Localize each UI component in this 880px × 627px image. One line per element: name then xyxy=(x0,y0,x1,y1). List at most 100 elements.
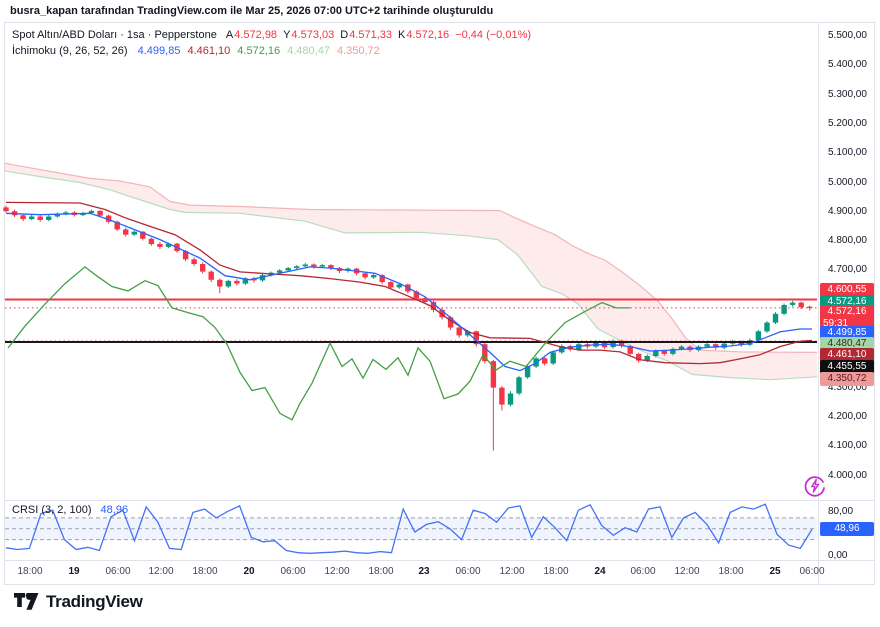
tradingview-logo-text: TradingView xyxy=(46,592,143,611)
candle-body xyxy=(636,353,642,361)
candle-body xyxy=(140,231,146,239)
boost-lightning-icon[interactable] xyxy=(803,474,827,498)
price-axis-label: 5.200,00 xyxy=(828,117,867,129)
ichimoku-value: 4.499,85 xyxy=(137,45,181,57)
candle-body xyxy=(670,348,676,354)
candle-body xyxy=(447,317,454,328)
time-axis-label[interactable]: 12:00 xyxy=(499,566,525,577)
time-axis-label[interactable]: 06:00 xyxy=(280,566,306,577)
price-axis-label: 4.900,00 xyxy=(828,205,867,217)
time-axis-label[interactable]: 06:00 xyxy=(630,566,656,577)
time-axis-label[interactable]: 12:00 xyxy=(148,566,174,577)
ohlc-value: 4.572,98 xyxy=(234,29,278,41)
time-axis-label[interactable]: 12:00 xyxy=(674,566,700,577)
candle-body xyxy=(294,266,300,269)
crsi-value-badge: 48,96 xyxy=(820,522,874,536)
crsi-axis-label: 80,00 xyxy=(828,506,854,518)
ichimoku-values: 4.499,85 4.461,10 4.572,16 4.480,47 4.350,72 xyxy=(131,45,380,57)
candle-body xyxy=(131,231,137,235)
price-axis-separator[interactable] xyxy=(818,22,819,585)
candle-body xyxy=(807,306,813,308)
price-axis-label: 4.000,00 xyxy=(828,469,867,481)
candle-body xyxy=(550,352,556,364)
candle-body xyxy=(217,279,223,287)
price-axis-label: 5.000,00 xyxy=(828,176,867,188)
candle-body xyxy=(482,344,488,362)
candle-body xyxy=(644,356,650,361)
price-axis-label: 4.300,00 xyxy=(828,381,867,393)
candle-body xyxy=(182,251,189,260)
candle-body xyxy=(430,302,437,310)
candle-body xyxy=(738,341,744,345)
price-chart-canvas[interactable] xyxy=(0,22,818,560)
candle-body xyxy=(225,280,231,287)
price-axis-label: 5.300,00 xyxy=(828,88,867,100)
candle-body xyxy=(516,377,522,394)
time-axis-day-label[interactable]: 19 xyxy=(68,566,80,577)
chart-frame xyxy=(4,22,875,585)
ichimoku-title[interactable]: İchimoku (9, 26, 52, 26) xyxy=(12,45,128,57)
candle-body xyxy=(105,215,112,222)
candle-body xyxy=(653,351,659,356)
ichimoku-cloud xyxy=(4,163,817,380)
candle-body xyxy=(20,215,26,220)
time-axis-day-label[interactable]: 23 xyxy=(418,566,430,577)
price-axis-label: 5.100,00 xyxy=(828,147,867,159)
ichimoku-tenkan-line xyxy=(5,212,812,372)
ichimoku-span-a-line xyxy=(3,170,818,381)
ichimoku-value: 4.480,47 xyxy=(287,45,330,57)
time-axis-label[interactable]: 18:00 xyxy=(17,566,43,577)
ohlc-value: 4.571,33 xyxy=(349,29,393,41)
crsi-legend[interactable]: CRSI (3, 2, 100) 48,96 xyxy=(12,504,128,516)
candle-body xyxy=(755,331,762,341)
symbol-row[interactable]: Spot Altın/ABD Doları · 1sa · Pepperston… xyxy=(12,27,531,43)
candle-body xyxy=(46,216,52,220)
time-axis-day-label[interactable]: 20 xyxy=(243,566,255,577)
pane-separator[interactable] xyxy=(4,500,875,501)
candle-body xyxy=(276,270,283,273)
candle-body xyxy=(88,210,95,213)
candle-body xyxy=(542,358,548,364)
time-axis-label[interactable]: 12:00 xyxy=(324,566,350,577)
crsi-axis-label: 0,00 xyxy=(828,550,848,561)
time-axis-separator[interactable] xyxy=(4,560,875,561)
price-axis-label: 4.200,00 xyxy=(828,410,867,422)
indicator-row[interactable]: İchimoku (9, 26, 52, 26) 4.499,85 4.461,1… xyxy=(12,43,531,59)
candle-body xyxy=(473,331,479,345)
candle-body xyxy=(311,264,317,267)
candle-body xyxy=(456,327,462,336)
candle-body xyxy=(3,207,9,212)
time-axis-label[interactable]: 18:00 xyxy=(368,566,394,577)
tradingview-logo[interactable]: TradingView xyxy=(14,592,143,612)
time-axis[interactable]: 18:00 19 06:00 12:00 18:00 20 06:00 12:00 18:00 2… xyxy=(0,563,824,583)
ichimoku-span-b-line xyxy=(3,162,818,353)
candle-body xyxy=(772,313,779,323)
candle-body xyxy=(302,264,308,267)
price-badge: 4.480,47 xyxy=(820,337,874,351)
time-axis-label[interactable]: 18:00 xyxy=(192,566,218,577)
candle-body xyxy=(507,393,514,405)
price-badge: 4.600,55 xyxy=(820,283,874,297)
candle-body xyxy=(490,361,497,388)
time-axis-day-label[interactable]: 25 xyxy=(769,566,781,577)
crsi-title[interactable]: CRSI (3, 2, 100) xyxy=(12,504,92,516)
price-badge: 4.350,72 xyxy=(820,372,874,386)
time-axis-day-label[interactable]: 24 xyxy=(594,566,606,577)
candle-body xyxy=(388,282,394,288)
symbol-title[interactable]: Spot Altın/ABD Doları · 1sa · Pepperston… xyxy=(12,29,217,41)
time-axis-label[interactable]: 06:00 xyxy=(799,566,825,577)
candle-body xyxy=(148,238,155,245)
price-axis[interactable]: 5.500,00 5.400,00 5.300,00 5.200,00 5.100,00… xyxy=(819,0,875,627)
time-axis-label[interactable]: 06:00 xyxy=(455,566,481,577)
time-axis-label[interactable]: 18:00 xyxy=(718,566,744,577)
time-axis-label[interactable]: 18:00 xyxy=(543,566,569,577)
candle-body xyxy=(37,216,43,220)
candle-body xyxy=(610,340,616,348)
time-axis-label[interactable]: 06:00 xyxy=(105,566,131,577)
tradingview-mark-icon xyxy=(14,593,39,610)
candle-body xyxy=(328,265,334,268)
candle-body xyxy=(764,322,770,332)
crsi-line xyxy=(5,503,813,554)
price-axis-label: 4.700,00 xyxy=(828,264,867,276)
